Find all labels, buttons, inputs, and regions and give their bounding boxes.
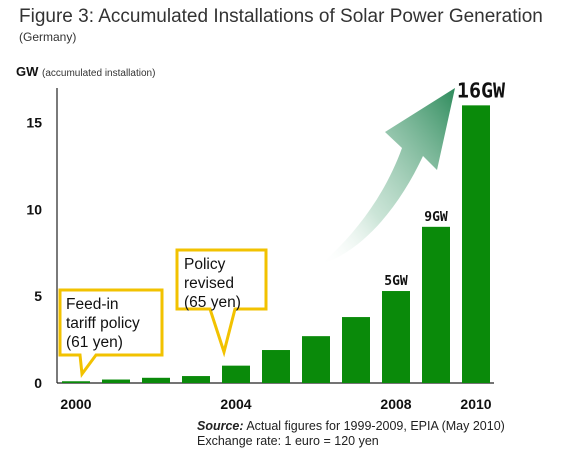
source-text: Actual figures for 1999-2009, EPIA (May … [243, 419, 505, 433]
x-tick-label: 2010 [460, 396, 491, 412]
bar-2002 [142, 377, 170, 383]
x-tick-label: 2004 [220, 396, 251, 412]
y-axis-label: GW (accumulated installation) [16, 64, 155, 79]
x-tick-label: 2000 [60, 396, 91, 412]
bar-2010 [462, 105, 490, 384]
callout-feed-in-line-3: (61 yen) [66, 334, 123, 351]
data-label: 5GW [384, 274, 408, 289]
bar-2007 [342, 317, 370, 383]
bar-2000 [62, 381, 90, 383]
y-tick-label: 0 [34, 375, 42, 391]
bar-2003 [182, 376, 210, 383]
source-note: Source: Actual figures for 1999-2009, EP… [197, 419, 505, 449]
bar-2009 [422, 226, 450, 383]
y-tick-label: 5 [34, 288, 42, 304]
source-line-1: Source: Actual figures for 1999-2009, EP… [197, 419, 505, 434]
source-label: Source: [197, 419, 244, 433]
bar-2004 [222, 365, 250, 383]
growth-arrow [320, 88, 455, 265]
callout-policy-line-3: (65 yen) [184, 294, 241, 311]
callout-policy-line-1: Policy [184, 256, 226, 273]
y-axis-unit-note: (accumulated installation) [42, 68, 156, 79]
callout-feed-in-line-1: Feed-in [66, 296, 119, 313]
chart-subtitle: (Germany) [19, 30, 77, 44]
data-label: 16GW [457, 78, 506, 102]
source-line-2: Exchange rate: 1 euro = 120 yen [197, 434, 379, 448]
callout-feed-in-line-2: tariff policy [66, 315, 140, 332]
chart-title: Figure 3: Accumulated Installations of S… [19, 6, 543, 27]
y-tick-label: 10 [26, 201, 42, 217]
x-tick-label: 2008 [380, 396, 411, 412]
callout-feed-in: Feed-in tariff policy (61 yen) [58, 288, 164, 379]
bar-2008 [382, 291, 410, 383]
bar-2006 [302, 336, 330, 383]
bar-2001 [102, 379, 130, 383]
y-axis-unit: GW [16, 64, 39, 79]
bar-2005 [262, 350, 290, 383]
y-tick-label: 15 [26, 115, 42, 131]
data-label: 9GW [424, 210, 448, 225]
callout-policy-revised: Policy revised (65 yen) [175, 248, 268, 358]
callout-policy-line-2: revised [184, 275, 234, 292]
